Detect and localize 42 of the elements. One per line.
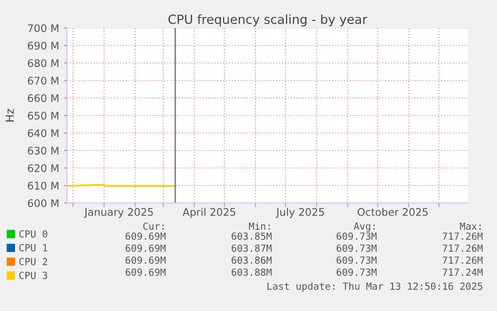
text: 609.73M (336, 244, 377, 252)
text: 603.87M (232, 244, 272, 252)
text: Avg: (354, 222, 375, 232)
x-tick-label: April 2025 (182, 208, 236, 218)
x-tick-label: October 2025 (358, 208, 428, 216)
text: 603.88M (232, 268, 272, 276)
y-tick-label: 700 M (28, 24, 58, 32)
x-tick-label: January 2025 (84, 208, 153, 218)
text: 717.24M (442, 268, 483, 276)
legend-label: CPU 3 (19, 272, 48, 280)
legend-label: CPU 2 (19, 258, 48, 266)
x-tick-label: July 2025 (276, 208, 324, 218)
text: Max: (460, 222, 481, 230)
y-tick-label: 620 M (28, 164, 58, 172)
text: 609.73M (336, 232, 377, 240)
y-tick-label: 650 M (28, 112, 58, 120)
y-tick-label: 640 M (28, 129, 58, 138)
y-tick-label: 690 M (28, 42, 58, 50)
y-axis-title: Hz (6, 108, 14, 122)
y-tick-label: 680 M (28, 59, 58, 68)
text: 603.85M (232, 232, 272, 240)
text: Min: (248, 222, 270, 230)
text: 609.69M (126, 244, 166, 252)
y-tick-label: 630 M (28, 146, 58, 155)
text: 603.86M (232, 256, 272, 264)
text: Cur: (143, 222, 164, 230)
text: 717.26M (442, 232, 483, 240)
text: Last update: Thu Mar 13 12:50:16 2025 (267, 282, 482, 292)
y-tick-label: 600 M (28, 199, 58, 208)
text: 609.69M (126, 232, 166, 240)
legend-label: CPU 0 (19, 230, 48, 238)
text: 609.69M (126, 256, 166, 264)
y-tick-label: 660 M (28, 94, 58, 102)
text: 609.73M (336, 256, 377, 264)
legend-label: CPU 1 (19, 244, 48, 252)
text: 609.73M (336, 268, 377, 276)
y-tick-label: 610 M (28, 182, 58, 190)
chart-title: CPU frequency scaling - by year (168, 14, 368, 26)
text: 717.26M (442, 256, 483, 264)
text: 717.26M (442, 244, 483, 252)
y-tick-label: 670 M (28, 76, 58, 85)
text: 609.69M (126, 268, 166, 276)
